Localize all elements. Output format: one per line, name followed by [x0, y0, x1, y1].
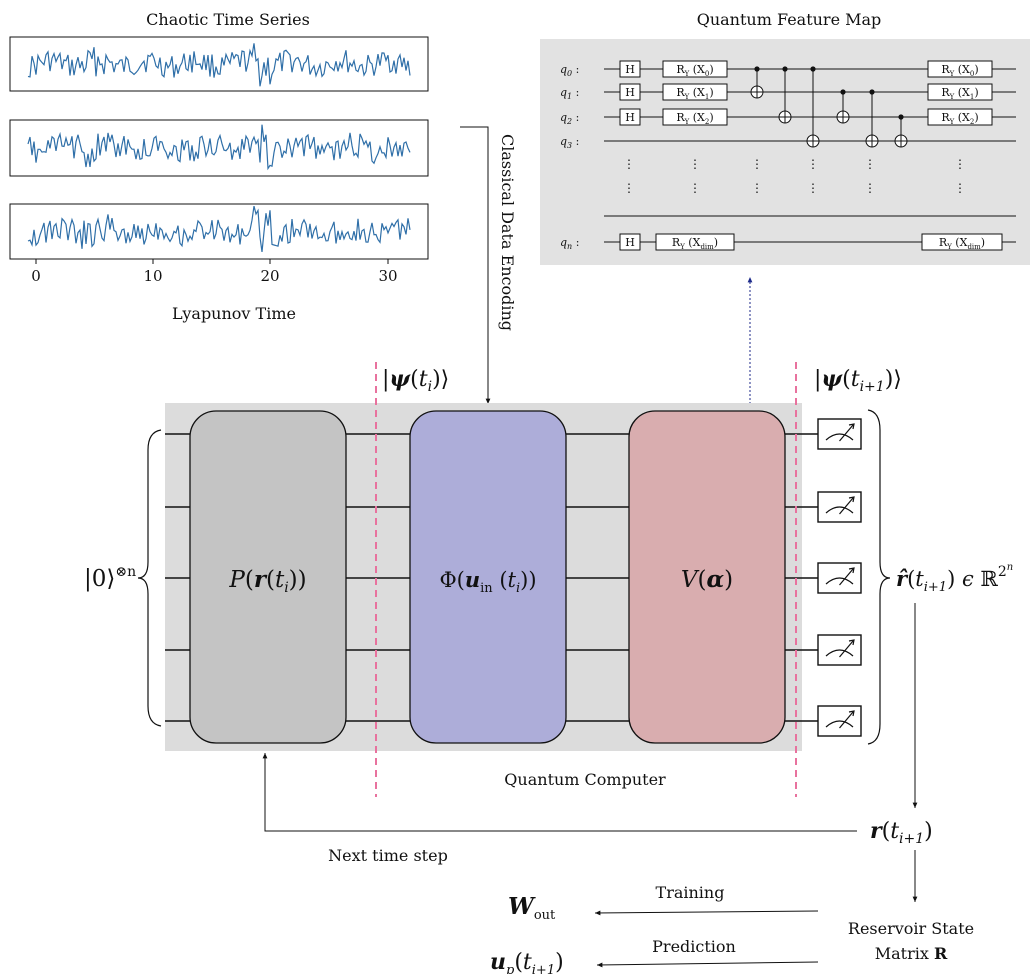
feature-map-gates: H RY (X0) RY (X0) H RY (X1) RY (X1) H RY (X2) RY… [619, 60, 1003, 251]
measurement-meter-3 [817, 634, 862, 666]
vdots-glyph: ⋮ [864, 181, 876, 195]
block-p-label: P(r(ti)) [228, 566, 306, 596]
svg-text:RY (X0): RY (X0) [676, 63, 713, 78]
cnot-gate [894, 114, 908, 148]
svg-text:RY (Xdim): RY (Xdim) [939, 236, 985, 251]
rotation-gate-dim: RY (Xdim) [921, 233, 1003, 251]
time-tick-0: 0 [31, 267, 41, 285]
time-series-panel-2 [9, 119, 429, 177]
state-psi-ti1: |ψ(ti+1)⟩ [814, 366, 902, 395]
cnot-gate [865, 89, 879, 148]
vdots-glyph: ⋮ [689, 181, 701, 195]
rotation-gate-dim: RY (Xdim) [655, 233, 735, 251]
rotation-gate-1: RY (X1) [662, 83, 728, 101]
qubit-label-2: q2 : [560, 111, 579, 126]
svg-text:RY (X2): RY (X2) [676, 111, 713, 126]
next-step-label: Next time step [328, 846, 448, 865]
hadamard-gate: H [619, 108, 641, 126]
readout-vector-label: r̂(ti+1) ϵ ℝ2n [896, 562, 1013, 595]
time-series-line-1 [27, 43, 411, 87]
r-vector-label: r(ti+1) [870, 818, 933, 847]
encoding-block-p [189, 410, 347, 744]
feature-map-title: Quantum Feature Map [697, 10, 882, 29]
reservoir-label-line2: Matrix R [875, 944, 948, 963]
vdots-glyph: ⋮ [954, 157, 966, 171]
feature-map-block-phi [409, 410, 567, 744]
time-series-title: Chaotic Time Series [146, 10, 310, 29]
qubit-label-1: q1 : [560, 86, 579, 101]
state-psi-ti: |ψ(ti)⟩ [382, 366, 449, 395]
qubit-label-3: q3 : [560, 135, 579, 150]
svg-text:RY (X2): RY (X2) [941, 111, 978, 126]
rotation-gate-0: RY (X0) [662, 60, 728, 78]
prediction-arrow [596, 961, 819, 968]
block-v-label: V(α) [681, 566, 733, 593]
output-brace [867, 409, 891, 745]
measurement-meter-1 [817, 491, 862, 523]
vdots-glyph: ⋮ [864, 157, 876, 171]
vdots-glyph: ⋮ [751, 157, 763, 171]
training-arrow [594, 910, 819, 916]
encoding-bracket-line [460, 126, 491, 404]
svg-text:RY (X1): RY (X1) [941, 86, 978, 101]
u-p-label: up(ti+1) [490, 949, 564, 974]
reservoir-block-v [628, 410, 786, 744]
svg-text:RY (Xdim): RY (Xdim) [672, 236, 718, 251]
time-series-panel-1 [9, 36, 429, 92]
w-out-label: Wout [508, 893, 556, 923]
svg-text:H: H [625, 236, 635, 249]
next-step-feedback-arrow [262, 753, 857, 832]
quantum-computer-caption: Quantum Computer [504, 770, 666, 789]
time-tick-30: 30 [378, 267, 397, 285]
time-axis-ticks [35, 259, 389, 264]
svg-text:H: H [625, 63, 635, 76]
reservoir-label-line1: Reservoir State [848, 919, 974, 938]
time-tick-10: 10 [143, 267, 162, 285]
input-brace [137, 429, 162, 727]
prediction-label: Prediction [652, 937, 736, 956]
rotation-gate-0: RY (X0) [927, 60, 993, 78]
feature-map-vdots: ⋮ ⋮ ⋮ ⋮ ⋮ ⋮ ⋮ ⋮ ⋮ ⋮ ⋮ ⋮ [623, 157, 966, 195]
svg-text:RY (X1): RY (X1) [676, 86, 713, 101]
time-series-panel-3 [9, 203, 429, 260]
time-series-line-2 [27, 124, 411, 171]
hadamard-gate: H [619, 83, 641, 101]
feature-map-qubit-labels: q0 : q1 : q2 : q3 : qn : [560, 63, 579, 251]
cnot-gate [750, 66, 764, 99]
hadamard-gate: H [619, 233, 641, 251]
time-tick-20: 20 [260, 267, 279, 285]
svg-text:RY (X0): RY (X0) [941, 63, 978, 78]
encoding-label: Classical Data Encoding [498, 134, 517, 331]
svg-text:H: H [625, 86, 635, 99]
vdots-glyph: ⋮ [623, 157, 635, 171]
qubit-label-0: q0 : [560, 63, 579, 78]
vdots-glyph: ⋮ [954, 181, 966, 195]
vdots-glyph: ⋮ [807, 157, 819, 171]
cnot-gate [836, 89, 850, 124]
vdots-glyph: ⋮ [623, 181, 635, 195]
block-phi-label: Φ(uin (ti)) [439, 567, 536, 596]
svg-text:H: H [625, 111, 635, 124]
qubit-label-n: qn : [560, 236, 579, 251]
vdots-glyph: ⋮ [807, 181, 819, 195]
vdots-glyph: ⋮ [751, 181, 763, 195]
initial-state-label: |0⟩⊗n [84, 564, 136, 592]
training-label: Training [656, 883, 725, 902]
hadamard-gate: H [619, 60, 641, 78]
measurement-column [817, 418, 862, 737]
measurement-meter-0 [817, 418, 862, 450]
rotation-gate-2: RY (X2) [927, 108, 993, 126]
cnot-gate [778, 66, 792, 124]
time-axis-label: Lyapunov Time [172, 304, 296, 323]
cnot-gate [806, 66, 820, 148]
time-series-line-3 [27, 205, 411, 252]
measurement-meter-4 [817, 705, 862, 737]
vdots-glyph: ⋮ [689, 157, 701, 171]
measurement-meter-2 [817, 562, 862, 594]
rotation-gate-2: RY (X2) [662, 108, 728, 126]
rotation-gate-1: RY (X1) [927, 83, 993, 101]
